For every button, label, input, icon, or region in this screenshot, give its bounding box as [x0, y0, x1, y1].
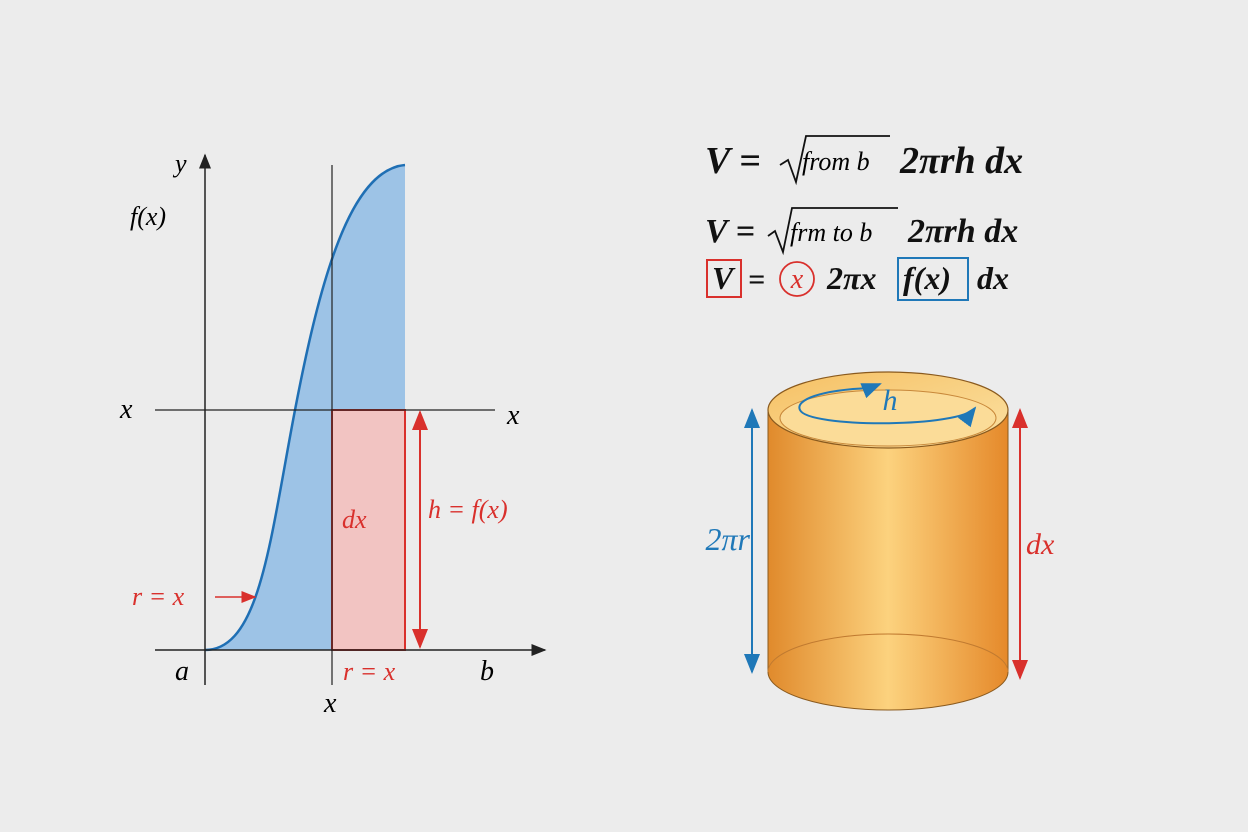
radical — [767, 207, 898, 256]
right-label: dx — [1026, 528, 1055, 561]
eq2-integrand: 2πrh dx — [907, 213, 1018, 250]
radical — [779, 135, 890, 186]
x-label: x — [323, 688, 337, 719]
cylinder-bottom-rim — [767, 633, 1009, 673]
eq3-circled: x — [790, 264, 804, 295]
cylinder-inner-top — [779, 389, 997, 447]
eq3-differential: dx — [977, 260, 1009, 296]
circle-red — [779, 261, 815, 297]
line-label-left: x — [119, 394, 133, 425]
eq1-integrand: 2πrh dx — [899, 140, 1023, 182]
strip-label: dx — [342, 505, 367, 534]
y-axis-label: y — [172, 149, 187, 178]
rotation-arrow-head — [860, 383, 882, 399]
top-label: h — [883, 384, 898, 417]
rotation-arrow — [798, 387, 977, 428]
eq3-lhs: V — [712, 260, 736, 296]
box-red — [706, 259, 742, 298]
left-label: 2πr — [706, 521, 751, 557]
eq1-lhs: V = — [705, 140, 761, 182]
eq2-integral-text: frm to b — [790, 218, 872, 247]
strip-base-label: r = x — [343, 657, 396, 686]
eq3-equals: = — [748, 263, 765, 296]
a-label: a — [175, 656, 189, 687]
b-label: b — [480, 656, 494, 687]
eq2-lhs: V = — [705, 213, 755, 250]
eq3-factor: 2πx — [826, 260, 876, 296]
cylinder-body — [767, 409, 1009, 711]
radius-label: r = x — [132, 582, 185, 611]
height-label: h = f(x) — [428, 495, 508, 524]
eq1-integral-text: from b — [802, 147, 870, 176]
line-label-right: x — [506, 400, 520, 431]
box-blue — [897, 257, 969, 301]
eq3-boxed: f(x) — [903, 260, 951, 296]
f-label: f(x) — [130, 202, 166, 231]
